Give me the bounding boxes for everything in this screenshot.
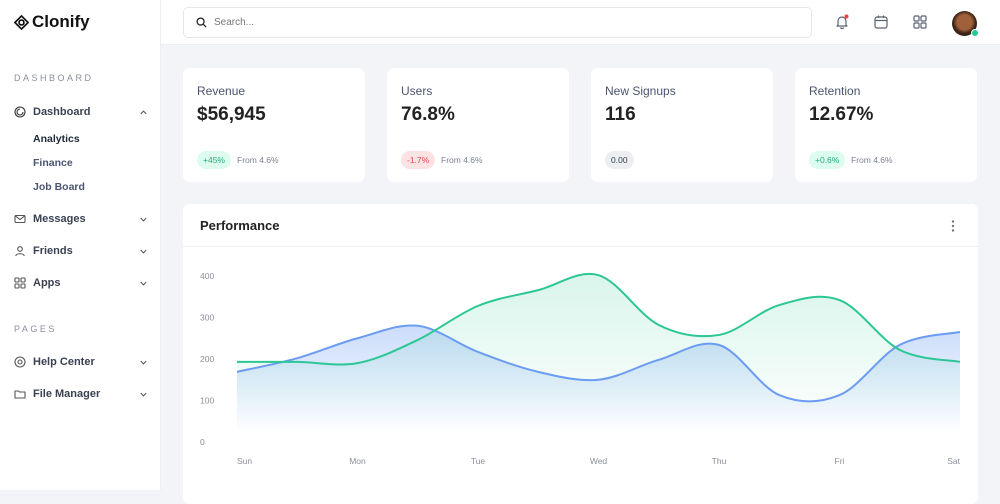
grid-icon (14, 277, 26, 289)
stat-label: Revenue (197, 84, 246, 98)
x-tick-label: Sat (947, 456, 960, 466)
folder-icon (14, 390, 26, 399)
sidebar-item-label: Messages (33, 213, 86, 225)
sidebar: Clonify DASHBOARD Dashboard Analytics Fi… (0, 0, 161, 490)
mail-icon (14, 214, 26, 224)
sidebar-item-dashboard[interactable]: Dashboard (14, 106, 148, 118)
section-label-dashboard: DASHBOARD (14, 73, 94, 83)
chevron-down-icon[interactable] (139, 247, 148, 256)
y-tick-label: 400 (200, 271, 214, 281)
avatar[interactable] (952, 11, 979, 37)
change-badge: +45% (197, 151, 231, 169)
stat-card-users: Users 76.8% -1.7% From 4.6% (387, 68, 569, 182)
x-tick-label: Wed (590, 456, 608, 466)
logo-icon (14, 14, 29, 30)
sidebar-subitem-analytics[interactable]: Analytics (33, 133, 80, 145)
series-line-0 (236, 324, 961, 403)
stat-value: 116 (605, 104, 636, 125)
y-tick-label: 0 (200, 437, 205, 447)
sidebar-item-label: Dashboard (33, 106, 91, 118)
performance-title: Performance (200, 218, 280, 233)
chevron-up-icon[interactable] (139, 108, 148, 117)
stat-label: Users (401, 84, 433, 98)
sidebar-subitem-finance[interactable]: Finance (33, 157, 73, 169)
chevron-down-icon[interactable] (139, 279, 148, 288)
sidebar-item-messages[interactable]: Messages (14, 213, 148, 225)
stat-card-revenue: Revenue $56,945 +45% From 4.6% (183, 68, 365, 182)
change-from-text: From 4.6% (441, 155, 483, 165)
sidebar-subitem-job-board[interactable]: Job Board (33, 181, 85, 193)
apps-grid-icon[interactable] (912, 14, 928, 30)
x-tick-label: Sun (237, 456, 252, 466)
change-badge: -1.7% (401, 151, 436, 169)
sidebar-item-apps[interactable]: Apps (14, 277, 148, 289)
lifebuoy-icon (14, 356, 26, 368)
calendar-icon[interactable] (873, 14, 889, 30)
online-status-dot (971, 29, 979, 37)
sidebar-item-file-manager[interactable]: File Manager (14, 388, 148, 400)
sidebar-item-label: Apps (33, 277, 61, 289)
sidebar-item-label: Help Center (33, 356, 95, 368)
x-tick-label: Mon (349, 456, 366, 466)
chevron-down-icon[interactable] (139, 390, 148, 399)
sidebar-item-help-center[interactable]: Help Center (14, 356, 148, 368)
sidebar-item-label: Friends (33, 245, 73, 257)
y-tick-label: 200 (200, 354, 214, 364)
search-icon (196, 17, 207, 28)
stat-label: Retention (809, 84, 861, 98)
x-tick-label: Fri (835, 456, 845, 466)
stat-label: New Signups (605, 84, 676, 98)
stat-value: 12.67% (809, 104, 874, 125)
logo[interactable]: Clonify (14, 12, 90, 32)
series-line-1 (236, 272, 961, 366)
brand-name: Clonify (32, 12, 90, 31)
stat-value: $56,945 (197, 104, 266, 125)
y-tick-label: 300 (200, 313, 214, 323)
stat-card-new-signups: New Signups 116 0.00 (591, 68, 773, 182)
sidebar-item-friends[interactable]: Friends (14, 245, 148, 257)
chevron-down-icon[interactable] (139, 215, 148, 224)
topbar (161, 0, 1000, 45)
section-label-pages: PAGES (14, 324, 57, 334)
stat-value: 76.8% (401, 104, 455, 125)
dashboard-icon (14, 106, 26, 118)
x-tick-label: Thu (712, 456, 727, 466)
performance-chart: 0 100 200 300 400 Sun Mon Tue Wed Thu Fri Sat (200, 271, 961, 466)
chevron-down-icon[interactable] (139, 358, 148, 367)
search-box[interactable] (183, 7, 812, 38)
sidebar-item-label: File Manager (33, 388, 101, 400)
y-tick-label: 100 (200, 396, 214, 406)
change-badge: +0.6% (809, 151, 846, 169)
series-area-1 (237, 273, 960, 434)
search-input[interactable] (214, 17, 714, 28)
divider (183, 246, 978, 247)
change-badge: 0.00 (605, 151, 634, 169)
notification-dot (844, 14, 849, 19)
bell-icon[interactable] (834, 14, 850, 30)
user-icon (15, 246, 25, 257)
change-from-text: From 4.6% (851, 155, 893, 165)
change-from-text: From 4.6% (237, 155, 279, 165)
more-vertical-icon[interactable] (948, 219, 958, 233)
x-tick-label: Tue (471, 456, 486, 466)
stat-card-retention: Retention 12.67% +0.6% From 4.6% (795, 68, 977, 182)
performance-card: Performance 0 100 200 300 400 Sun Mon Tue Wed Thu… (183, 204, 978, 504)
